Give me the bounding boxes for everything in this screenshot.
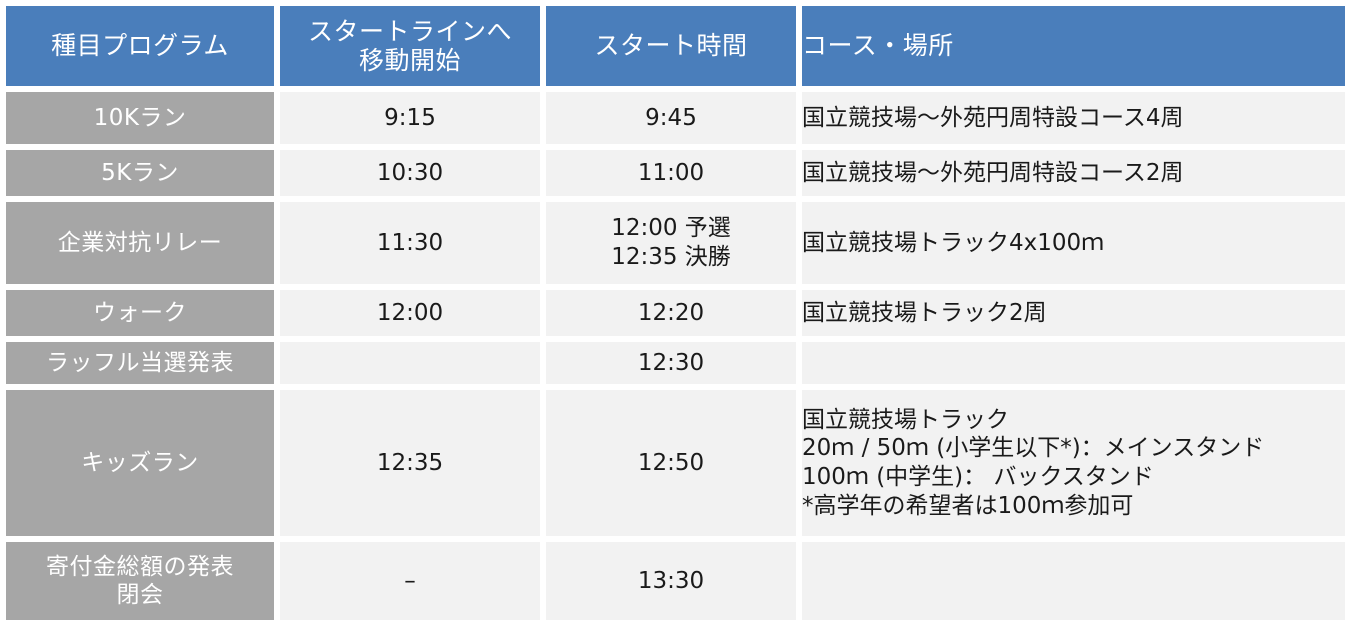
cell-course: 国立競技場〜外苑円周特設コース2周 xyxy=(802,150,1345,196)
cell-program: キッズラン xyxy=(6,390,274,536)
cell-program: 5Kラン xyxy=(6,150,274,196)
cell-start-time: 12:00 予選 12:35 決勝 xyxy=(546,202,796,284)
cell-program: 企業対抗リレー xyxy=(6,202,274,284)
cell-move-start: 12:00 xyxy=(280,290,540,336)
column-header-program: 種目プログラム xyxy=(6,6,274,86)
cell-move-start: – xyxy=(280,542,540,620)
cell-course xyxy=(802,342,1345,384)
cell-start-time: 13:30 xyxy=(546,542,796,620)
cell-move-start xyxy=(280,342,540,384)
cell-move-start: 11:30 xyxy=(280,202,540,284)
cell-program: 10Kラン xyxy=(6,92,274,144)
header-row: 種目プログラム スタートラインへ 移動開始 スタート時間 コース・場所 xyxy=(6,6,1345,86)
cell-course: 国立競技場トラック 20ｍ / 50ｍ (小学生以下*)：メインスタンド 100… xyxy=(802,390,1345,536)
table-row: ラッフル当選発表 12:30 xyxy=(6,342,1345,384)
table-row: キッズラン 12:35 12:50 国立競技場トラック 20ｍ / 50ｍ (小… xyxy=(6,390,1345,536)
table-row: 寄付金総額の発表 閉会 – 13:30 xyxy=(6,542,1345,620)
cell-program: ラッフル当選発表 xyxy=(6,342,274,384)
table-header: 種目プログラム スタートラインへ 移動開始 スタート時間 コース・場所 xyxy=(6,6,1345,86)
cell-course: 国立競技場〜外苑円周特設コース4周 xyxy=(802,92,1345,144)
table-row: 10Kラン 9:15 9:45 国立競技場〜外苑円周特設コース4周 xyxy=(6,92,1345,144)
cell-program: ウォーク xyxy=(6,290,274,336)
column-header-start-time: スタート時間 xyxy=(546,6,796,86)
cell-move-start: 9:15 xyxy=(280,92,540,144)
cell-move-start: 10:30 xyxy=(280,150,540,196)
cell-start-time: 12:30 xyxy=(546,342,796,384)
table-row: 5Kラン 10:30 11:00 国立競技場〜外苑円周特設コース2周 xyxy=(6,150,1345,196)
column-header-move-start: スタートラインへ 移動開始 xyxy=(280,6,540,86)
cell-move-start: 12:35 xyxy=(280,390,540,536)
cell-course: 国立競技場トラック2周 xyxy=(802,290,1345,336)
cell-course xyxy=(802,542,1345,620)
column-header-course: コース・場所 xyxy=(802,6,1345,86)
cell-start-time: 12:50 xyxy=(546,390,796,536)
table-row: 企業対抗リレー 11:30 12:00 予選 12:35 決勝 国立競技場トラッ… xyxy=(6,202,1345,284)
cell-course: 国立競技場トラック4x100ｍ xyxy=(802,202,1345,284)
cell-start-time: 12:20 xyxy=(546,290,796,336)
table-row: ウォーク 12:00 12:20 国立競技場トラック2周 xyxy=(6,290,1345,336)
cell-start-time: 11:00 xyxy=(546,150,796,196)
cell-start-time: 9:45 xyxy=(546,92,796,144)
cell-program: 寄付金総額の発表 閉会 xyxy=(6,542,274,620)
table-body: 10Kラン 9:15 9:45 国立競技場〜外苑円周特設コース4周 5Kラン 1… xyxy=(6,92,1345,620)
